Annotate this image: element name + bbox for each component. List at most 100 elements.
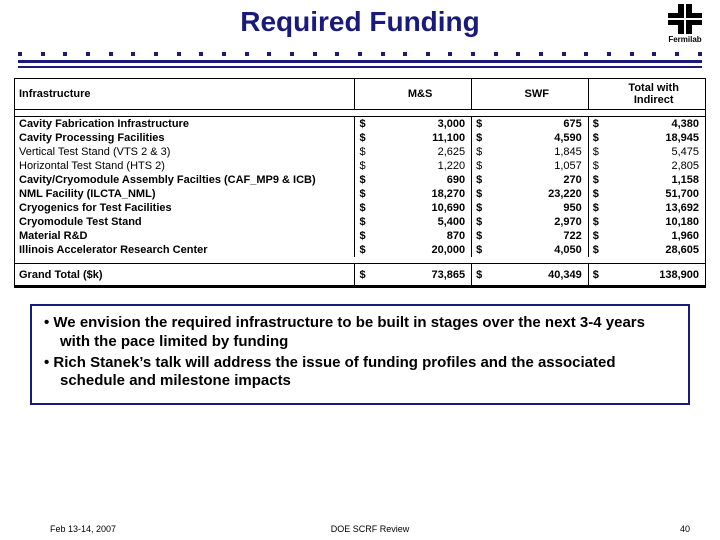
funding-table: InfrastructureM&SSWFTotal with IndirectC… [14,78,706,288]
grand-total-swf: 40,349 [488,264,589,286]
currency-symbol: $ [472,159,488,173]
ms-value: 1,220 [371,159,472,173]
swf-value: 4,590 [488,131,589,145]
currency-symbol: $ [588,117,604,131]
total-value: 51,700 [604,187,705,201]
swf-value: 1,845 [488,145,589,159]
table-row: Illinois Accelerator Research Center$20,… [15,243,705,257]
logo-label: Fermilab [658,35,712,44]
page-title: Required Funding [0,6,720,38]
col-header-ms: M&S [371,79,472,109]
currency-symbol: $ [588,201,604,215]
total-value: 10,180 [604,215,705,229]
currency-symbol: $ [588,145,604,159]
swf-value: 4,050 [488,243,589,257]
grand-total-ms: 73,865 [371,264,472,286]
row-label: NML Facility (ILCTA_NML) [15,187,355,201]
rule-thin [18,66,702,68]
table-row: Cavity Processing Facilities$11,100$4,59… [15,131,705,145]
footer-title: DOE SCRF Review [263,524,476,534]
swf-value: 270 [488,173,589,187]
swf-value: 23,220 [488,187,589,201]
fermilab-logo: Fermilab [658,4,712,44]
col-header-label: Infrastructure [15,79,355,109]
currency-symbol: $ [355,264,371,286]
ms-value: 20,000 [371,243,472,257]
currency-symbol: $ [588,159,604,173]
currency-symbol: $ [355,117,371,131]
total-value: 1,960 [604,229,705,243]
table-row: Horizontal Test Stand (HTS 2)$1,220$1,05… [15,159,705,173]
currency-symbol: $ [472,215,488,229]
table-row: Cryomodule Test Stand$5,400$2,970$10,180 [15,215,705,229]
col-sym [355,79,371,109]
ms-value: 3,000 [371,117,472,131]
table-row: Cavity Fabrication Infrastructure$3,000$… [15,117,705,131]
footer-date: Feb 13-14, 2007 [50,524,263,534]
row-label: Cavity Fabrication Infrastructure [15,117,355,131]
table-row: Vertical Test Stand (VTS 2 & 3)$2,625$1,… [15,145,705,159]
row-label: Illinois Accelerator Research Center [15,243,355,257]
grand-total-total: 138,900 [604,264,705,286]
currency-symbol: $ [588,264,604,286]
ms-value: 10,690 [371,201,472,215]
total-value: 13,692 [604,201,705,215]
currency-symbol: $ [355,229,371,243]
currency-symbol: $ [472,187,488,201]
ms-value: 18,270 [371,187,472,201]
total-value: 4,380 [604,117,705,131]
grand-total-row: Grand Total ($k)$73,865$40,349$138,900 [15,264,705,286]
currency-symbol: $ [588,243,604,257]
ms-value: 690 [371,173,472,187]
swf-value: 722 [488,229,589,243]
total-value: 2,805 [604,159,705,173]
total-value: 28,605 [604,243,705,257]
table-row: Cryogenics for Test Facilities$10,690$95… [15,201,705,215]
currency-symbol: $ [472,131,488,145]
ms-value: 2,625 [371,145,472,159]
currency-symbol: $ [472,173,488,187]
row-label: Cavity/Cryomodule Assembly Facilties (CA… [15,173,355,187]
currency-symbol: $ [588,131,604,145]
bullet-item: We envision the required infrastructure … [44,314,676,352]
currency-symbol: $ [355,159,371,173]
bullet-item: Rich Stanek’s talk will address the issu… [44,354,676,392]
currency-symbol: $ [588,215,604,229]
currency-symbol: $ [355,201,371,215]
currency-symbol: $ [355,145,371,159]
currency-symbol: $ [355,215,371,229]
header-rules [18,60,702,68]
currency-symbol: $ [588,187,604,201]
currency-symbol: $ [472,229,488,243]
currency-symbol: $ [472,117,488,131]
row-label: Horizontal Test Stand (HTS 2) [15,159,355,173]
currency-symbol: $ [588,173,604,187]
grand-total-label: Grand Total ($k) [15,264,355,286]
rule-thick [18,60,702,63]
currency-symbol: $ [355,243,371,257]
currency-symbol: $ [588,229,604,243]
currency-symbol: $ [355,173,371,187]
currency-symbol: $ [355,131,371,145]
footer-page: 40 [477,524,690,534]
swf-value: 2,970 [488,215,589,229]
total-value: 1,158 [604,173,705,187]
ms-value: 11,100 [371,131,472,145]
col-sym [472,79,488,109]
col-header-total: Total with Indirect [604,79,705,109]
row-label: Cryogenics for Test Facilities [15,201,355,215]
ms-value: 5,400 [371,215,472,229]
swf-value: 950 [488,201,589,215]
row-label: Material R&D [15,229,355,243]
row-label: Vertical Test Stand (VTS 2 & 3) [15,145,355,159]
col-sym [588,79,604,109]
table-row: Material R&D$870$722$1,960 [15,229,705,243]
slide-footer: Feb 13-14, 2007 DOE SCRF Review 40 [0,524,720,534]
table-row: NML Facility (ILCTA_NML)$18,270$23,220$5… [15,187,705,201]
currency-symbol: $ [472,201,488,215]
currency-symbol: $ [355,187,371,201]
swf-value: 675 [488,117,589,131]
total-value: 5,475 [604,145,705,159]
ms-value: 870 [371,229,472,243]
fermilab-icon [668,4,702,34]
